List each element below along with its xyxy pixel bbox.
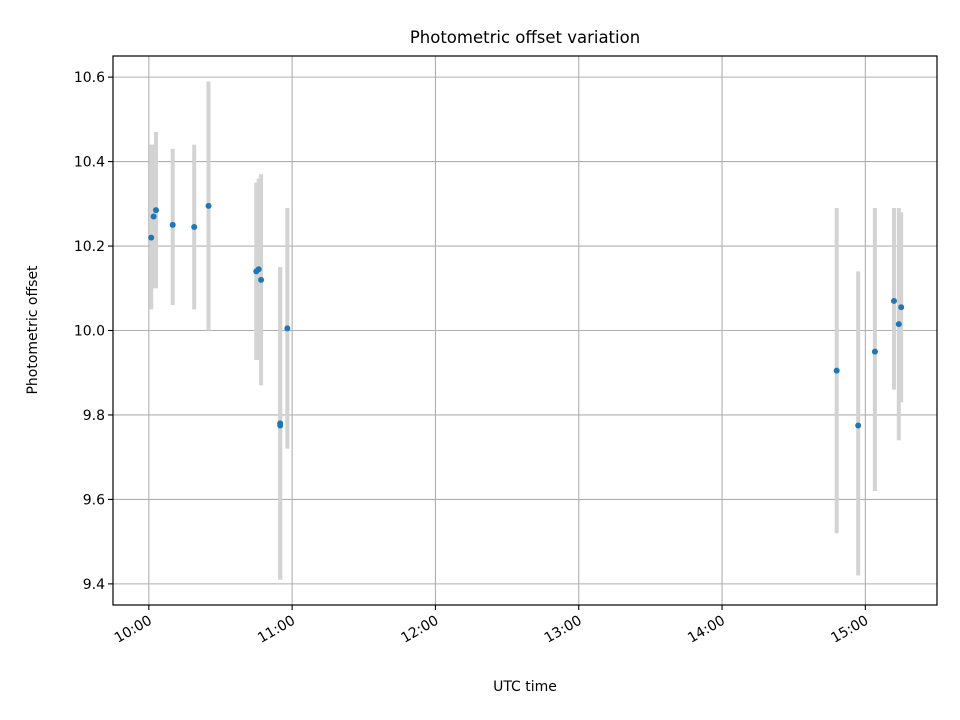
y-tick-label: 10.2	[74, 239, 105, 255]
data-point	[152, 207, 159, 214]
data-point	[898, 304, 905, 311]
data-point	[284, 325, 291, 332]
data-point	[277, 422, 284, 429]
x-tick-label: 10:00	[112, 613, 155, 647]
y-tick-label: 10.6	[74, 70, 105, 86]
x-tick-label: 13:00	[542, 613, 585, 647]
grid-lines	[113, 56, 937, 605]
data-point	[191, 224, 198, 231]
y-tick-label: 10.0	[74, 324, 105, 340]
data-point	[169, 221, 176, 228]
data-point	[150, 213, 157, 220]
x-tick-label: 15:00	[828, 613, 871, 647]
data-point	[895, 321, 902, 328]
data-point	[871, 348, 878, 355]
x-tick-label: 12:00	[398, 613, 441, 647]
data-point	[833, 367, 840, 374]
x-tick-label: 14:00	[685, 613, 728, 647]
y-tick-label: 9.6	[83, 492, 105, 508]
x-axis-ticks: 10:00 11:00 12:00 13:00 14:00 15:00	[112, 605, 871, 647]
x-tick-label: 11:00	[255, 613, 298, 647]
y-tick-label: 9.8	[83, 408, 105, 424]
data-points	[148, 202, 905, 429]
x-axis-label: UTC time	[493, 679, 557, 695]
data-point	[205, 202, 212, 209]
chart-title: Photometric offset variation	[410, 28, 640, 47]
data-point	[855, 422, 862, 429]
data-point	[148, 234, 155, 241]
data-point	[255, 266, 262, 273]
y-tick-label: 9.4	[83, 577, 105, 593]
y-tick-label: 10.4	[74, 155, 105, 171]
y-axis-ticks: 9.4 9.6 9.8 10.0 10.2 10.4 10.6	[74, 70, 113, 593]
y-axis-label: Photometric offset	[25, 265, 41, 395]
data-point	[891, 297, 898, 304]
data-point	[258, 276, 265, 283]
